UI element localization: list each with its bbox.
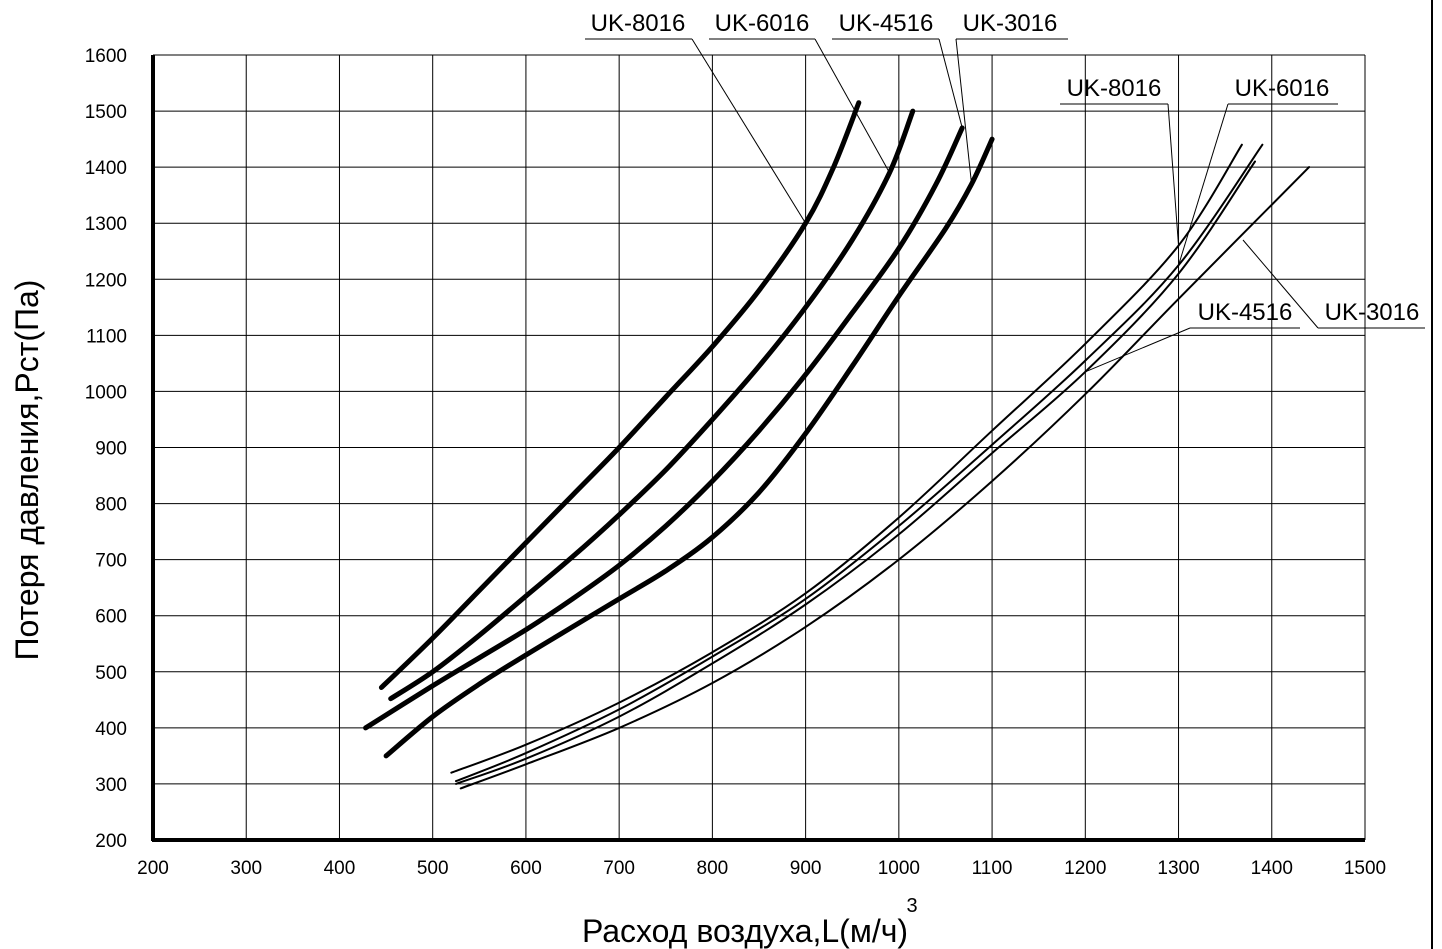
y-tick-label: 700: [95, 551, 127, 572]
x-tick-label: 1200: [1064, 858, 1106, 879]
x-tick-label: 1300: [1157, 858, 1199, 879]
callout-top-uk-6016-leader: [814, 38, 890, 173]
x-tick-label: 300: [230, 858, 262, 879]
callout-top-uk-4516-leader: [938, 38, 963, 129]
x-tick-label: 400: [324, 858, 356, 879]
x-tick-label: 900: [790, 858, 822, 879]
curves: [363, 100, 1311, 790]
series-line-uk-3016-bold: [383, 136, 995, 759]
y-tick-label: 1600: [85, 46, 127, 67]
x-tick-label: 500: [417, 858, 449, 879]
y-tick-label: 900: [95, 439, 127, 460]
x-axis-unit-superscript: 3: [906, 895, 917, 917]
y-tick-label: 1100: [86, 326, 127, 347]
series-line-uk-6016-thin: [455, 143, 1264, 783]
callout-right-uk-6016: UK-6016: [1235, 75, 1330, 102]
x-axis-title: Расход воздуха,L(м/ч): [582, 913, 908, 949]
callout-top-uk-8016: UK-8016: [591, 10, 686, 37]
series-line-uk-8016-thin: [450, 143, 1243, 774]
callout-right-uk-6016-leader: [1178, 103, 1229, 266]
y-tick-label: 800: [95, 495, 127, 516]
x-tick-label: 700: [603, 858, 635, 879]
callout-right-uk-3016: UK-3016: [1325, 299, 1420, 326]
grid: [153, 0, 1433, 949]
x-tick-label: 1000: [878, 858, 920, 879]
x-tick-label: 1100: [972, 858, 1013, 879]
callout-right-uk-3016-leader: [1242, 239, 1319, 329]
x-tick-label: 800: [697, 858, 729, 879]
axes: [151, 55, 1365, 842]
y-tick-labels: 200 300 400 500 600 700 800 900 1000 1100 1200 1300…: [85, 46, 127, 852]
series-line-uk-4516-thin: [455, 160, 1256, 785]
y-tick-label: 1500: [85, 102, 127, 123]
y-tick-label: 1400: [85, 158, 127, 179]
y-tick-label: 1000: [85, 382, 127, 403]
series-line-uk-3016-thin: [459, 166, 1311, 790]
series-line-uk-4516-bold: [363, 125, 965, 731]
y-tick-label: 400: [95, 719, 127, 740]
x-tick-label: 200: [137, 858, 169, 879]
callout-top-uk-3016-leader: [955, 38, 973, 185]
y-tick-label: 600: [95, 607, 127, 628]
y-tick-label: 300: [95, 775, 127, 796]
callout-top-uk-8016-leader: [691, 38, 807, 224]
callout-right-uk-4516: UK-4516: [1198, 299, 1293, 326]
callout-top-uk-4516: UK-4516: [839, 10, 934, 37]
series-line-uk-6016-bold: [388, 108, 916, 702]
callout-leaders: [585, 38, 1425, 373]
x-tick-label: 1500: [1344, 858, 1386, 879]
callout-labels: UK-8016 UK-6016 UK-4516 UK-3016 UK-8016 UK-60…: [591, 10, 1420, 326]
callout-right-uk-8016: UK-8016: [1067, 75, 1162, 102]
x-tick-label: 1400: [1251, 858, 1293, 879]
callout-right-uk-4516-leader: [1085, 327, 1191, 373]
x-tick-labels: 200 300 400 500 600 700 800 900 1000 1100 1200 1300…: [137, 858, 1386, 879]
y-tick-label: 1300: [85, 214, 127, 235]
y-axis-title: Потеря давления,Pст(Па): [9, 280, 45, 661]
y-tick-label: 1200: [85, 270, 127, 291]
callout-top-uk-6016: UK-6016: [715, 10, 810, 37]
x-tick-label: 600: [510, 858, 542, 879]
callout-right-uk-8016-leader: [1167, 103, 1180, 246]
callout-top-uk-3016: UK-3016: [963, 10, 1058, 37]
y-tick-label: 500: [95, 663, 127, 684]
y-tick-label: 200: [95, 831, 127, 852]
